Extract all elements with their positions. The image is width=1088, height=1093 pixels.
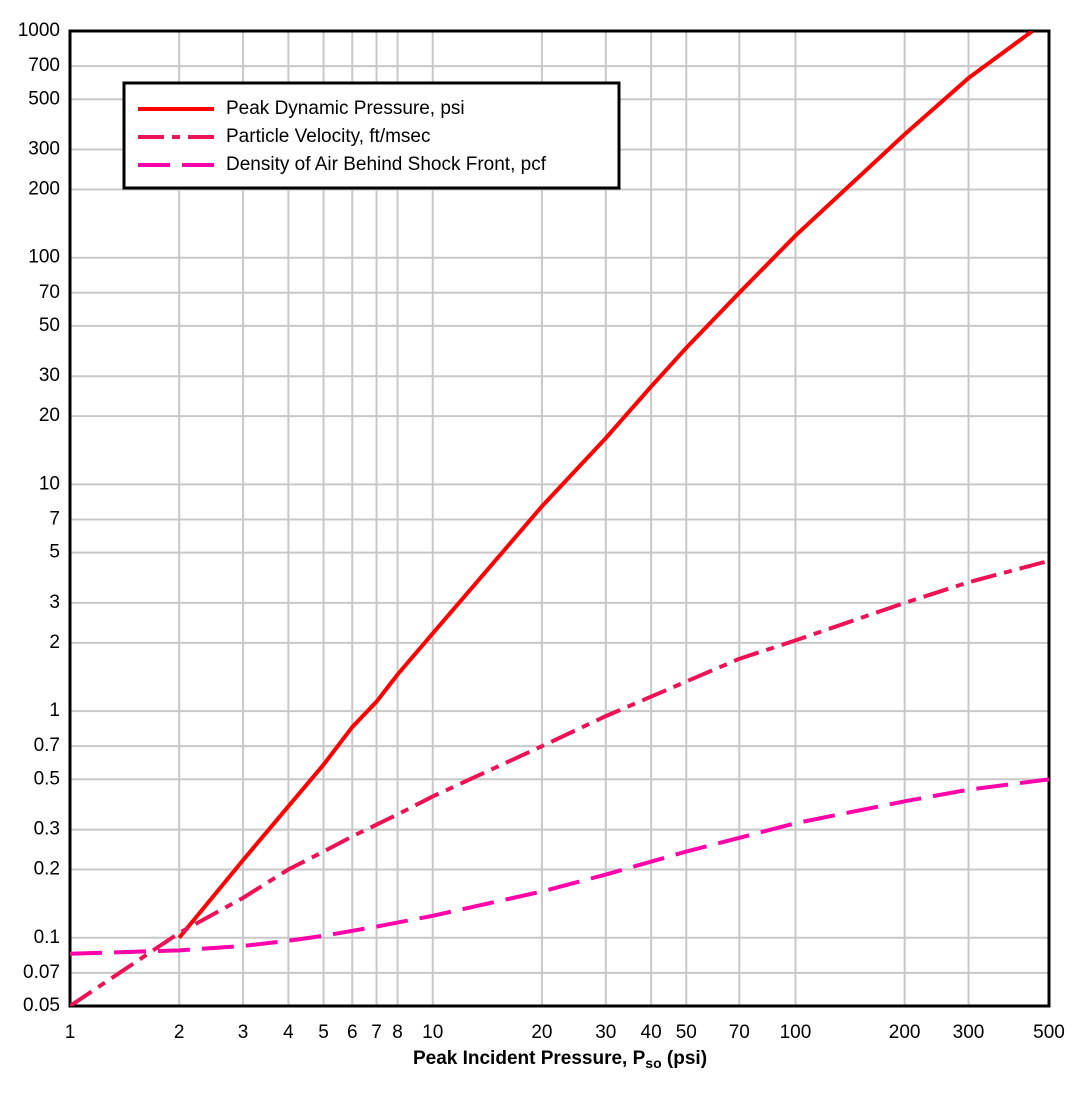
y-tick-label: 20 [39, 405, 60, 426]
y-tick-label: 10 [39, 473, 60, 494]
legend-label: Particle Velocity, ft/msec [226, 126, 431, 147]
y-tick-label: 500 [28, 88, 60, 109]
x-axis-label-sub: so [645, 1055, 661, 1071]
y-tick-label: 5 [49, 542, 60, 563]
y-tick-label: 0.2 [34, 859, 60, 880]
y-tick-label: 300 [28, 139, 60, 160]
legend-label: Peak Dynamic Pressure, psi [226, 98, 465, 119]
y-tick-label: 0.7 [34, 735, 60, 756]
x-tick-label: 2 [174, 1022, 185, 1043]
y-tick-label: 200 [28, 178, 60, 199]
x-axis-label: Peak Incident Pressure, Pso (psi) [413, 1048, 707, 1071]
x-tick-label: 7 [371, 1022, 382, 1043]
y-tick-label: 0.05 [23, 995, 60, 1016]
y-tick-label: 1 [49, 700, 60, 721]
y-tick-label: 3 [49, 592, 60, 613]
line-series [70, 777, 1049, 956]
y-tick-label: 100 [28, 247, 60, 268]
y-tick-label: 0.5 [34, 768, 60, 789]
x-axis-label-text: Peak Incident Pressure, P [413, 1048, 646, 1069]
x-tick-label: 50 [676, 1022, 697, 1043]
x-tick-label: 100 [780, 1022, 812, 1043]
plot-frame [68, 29, 1051, 1008]
x-tick-label: 40 [641, 1022, 662, 1043]
y-tick-label: 2 [49, 632, 60, 653]
x-tick-label: 5 [318, 1022, 329, 1043]
x-tick-label: 300 [953, 1022, 985, 1043]
y-tick-label: 0.1 [34, 927, 60, 948]
x-tick-label: 30 [595, 1022, 616, 1043]
x-tick-label: 20 [531, 1022, 552, 1043]
line-series [177, 31, 1034, 940]
line-series [70, 558, 1049, 1006]
x-tick-label: 4 [283, 1022, 294, 1043]
x-tick-label: 1 [65, 1022, 76, 1043]
y-tick-label: 0.3 [34, 819, 60, 840]
legend-label: Density of Air Behind Shock Front, pcf [226, 154, 547, 175]
x-tick-label: 3 [238, 1022, 249, 1043]
y-tick-label: 30 [39, 365, 60, 386]
y-tick-label: 7 [49, 509, 60, 530]
x-tick-label: 10 [422, 1022, 443, 1043]
x-tick-label: 500 [1033, 1022, 1065, 1043]
x-tick-label: 8 [392, 1022, 403, 1043]
x-tick-label: 200 [889, 1022, 921, 1043]
y-tick-label: 50 [39, 315, 60, 336]
x-axis-label-after: (psi) [662, 1048, 707, 1069]
x-tick-label: 70 [729, 1022, 750, 1043]
x-tick-label: 6 [347, 1022, 358, 1043]
y-tick-label: 1000 [18, 20, 60, 41]
y-tick-label: 700 [28, 55, 60, 76]
y-tick-label: 0.07 [23, 962, 60, 983]
y-tick-label: 70 [39, 282, 60, 303]
